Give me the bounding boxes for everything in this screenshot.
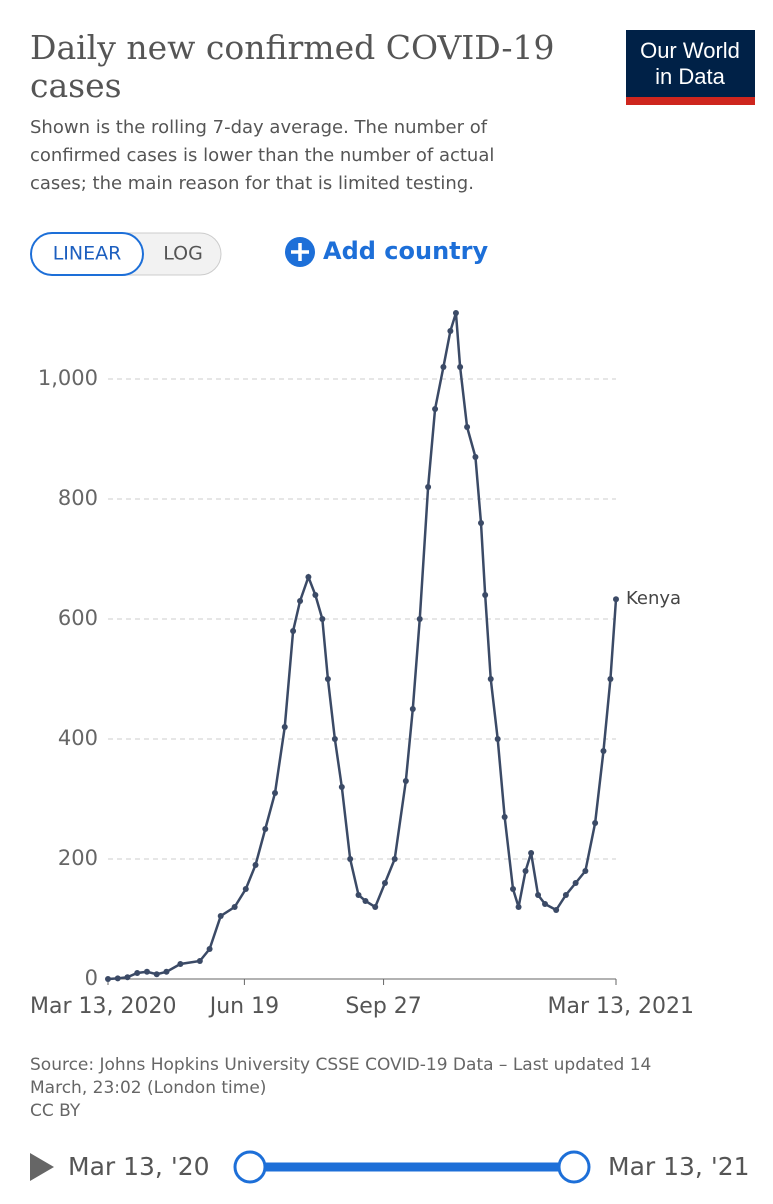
- data-point: [252, 862, 259, 868]
- data-point: [452, 310, 459, 316]
- data-point: [290, 628, 297, 634]
- subtitle: Shown is the rolling 7-day average. The …: [30, 117, 488, 138]
- series-line: [107, 312, 618, 981]
- data-point: [381, 880, 388, 886]
- data-point: [592, 820, 599, 826]
- x-tick-label: Sep 27: [345, 994, 421, 1019]
- data-point: [487, 676, 494, 682]
- data-point: [124, 974, 131, 981]
- data-point: [143, 968, 150, 975]
- data-point: [355, 892, 362, 898]
- data-point: [416, 616, 423, 622]
- log-button[interactable]: LOG: [163, 243, 203, 265]
- data-point: [528, 850, 535, 856]
- linear-label: LINEAR: [53, 243, 122, 265]
- data-point: [510, 886, 517, 892]
- plot: 0 200 400 600 800 1,000 Mar 13, 2020 Jun 19 Sep …: [30, 310, 694, 1019]
- data-point: [607, 676, 614, 682]
- add-country[interactable]: Add country: [323, 237, 488, 265]
- data-point: [331, 736, 338, 742]
- y-tick-label: 600: [58, 606, 98, 630]
- data-point: [613, 596, 619, 603]
- y-tick-label: 400: [58, 726, 98, 750]
- add-icon-plus: [291, 243, 309, 261]
- data-point: [281, 724, 288, 730]
- data-point: [242, 886, 249, 892]
- data-point: [312, 592, 319, 598]
- license: CC BY: [30, 1101, 81, 1121]
- timeline-handle[interactable]: [233, 1150, 267, 1184]
- data-point: [338, 784, 345, 790]
- data-point: [432, 406, 439, 412]
- data-point: [114, 975, 121, 982]
- data-point: [324, 676, 331, 682]
- source: March, 23:02 (London time): [30, 1078, 266, 1098]
- play-button[interactable]: [30, 1153, 54, 1181]
- data-point: [425, 484, 432, 490]
- logo-text: Our World: [640, 38, 740, 63]
- data-point: [535, 892, 542, 898]
- data-point: [553, 907, 560, 913]
- y-tick-label: 0: [85, 966, 98, 990]
- logo[interactable]: [626, 30, 755, 105]
- x-tick-label: Mar 13, 2020: [30, 994, 176, 1019]
- series-label: Kenya: [626, 588, 681, 609]
- x-tick-label: Jun 19: [208, 994, 279, 1019]
- data-point: [409, 706, 416, 712]
- data-point: [457, 364, 464, 370]
- timeline-start: Mar 13, '20: [68, 1152, 210, 1181]
- logo-text: in Data: [655, 64, 725, 89]
- subtitle: confirmed cases is lower than the number…: [30, 145, 494, 166]
- timeline-end: Mar 13, '21: [608, 1152, 750, 1181]
- data-point: [447, 328, 454, 334]
- data-point: [600, 748, 607, 754]
- timeline-handle[interactable]: [557, 1150, 591, 1184]
- data-point: [515, 904, 522, 910]
- data-point: [319, 616, 326, 622]
- data-point: [297, 598, 304, 604]
- data-point: [305, 574, 312, 580]
- data-point: [153, 971, 160, 978]
- data-point: [472, 454, 479, 460]
- data-point: [272, 790, 279, 796]
- data-point: [440, 364, 447, 370]
- source: Source: Johns Hopkins University CSSE CO…: [30, 1055, 651, 1075]
- data-point: [163, 968, 170, 975]
- data-point: [477, 520, 484, 526]
- data-point: [402, 778, 409, 784]
- y-tick-label: 800: [58, 486, 98, 510]
- data-point: [347, 856, 354, 862]
- data-point: [177, 961, 184, 967]
- data-point: [262, 826, 269, 832]
- subtitle: cases; the main reason for that is limit…: [30, 173, 474, 194]
- x-tick-label: Mar 13, 2021: [548, 994, 694, 1019]
- data-point: [196, 958, 203, 964]
- data-point: [562, 892, 569, 898]
- title: Daily new confirmed COVID-19: [30, 28, 555, 67]
- data-point: [501, 814, 508, 820]
- data-point: [105, 976, 111, 982]
- data-point: [372, 904, 379, 910]
- data-point: [522, 868, 529, 874]
- data-point: [494, 736, 501, 742]
- data-point: [542, 901, 549, 907]
- data-point: [464, 424, 471, 430]
- data-point: [206, 946, 213, 952]
- data-point: [134, 970, 141, 976]
- y-tick-label: 1,000: [38, 366, 98, 390]
- y-tick-label: 200: [58, 846, 98, 870]
- data-point: [582, 868, 589, 874]
- data-point: [362, 898, 369, 904]
- data-point: [217, 913, 224, 919]
- logo-bar: [626, 97, 755, 105]
- data-point: [482, 592, 489, 598]
- data-point: [572, 880, 579, 886]
- title: cases: [30, 66, 122, 105]
- data-point: [231, 904, 238, 910]
- linear-button[interactable]: [30, 232, 144, 276]
- data-point: [391, 856, 398, 862]
